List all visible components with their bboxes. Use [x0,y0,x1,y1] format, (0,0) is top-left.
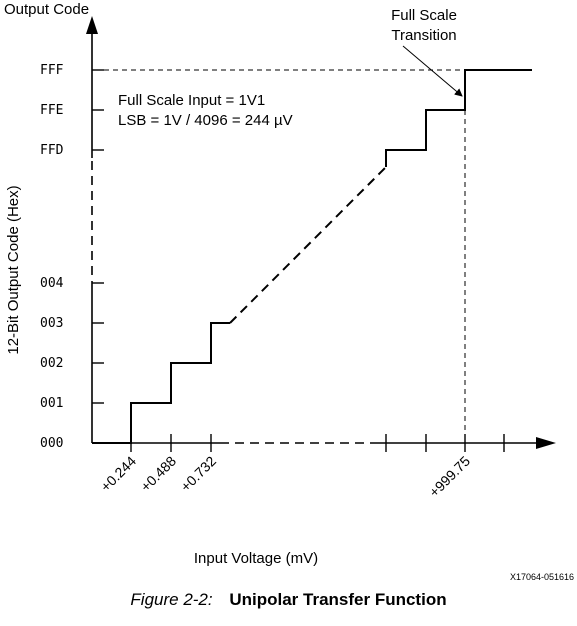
y-axis-arrow-icon [86,16,98,34]
callout-line-2: Transition [391,27,456,44]
y-code-label: 001 [40,396,63,411]
output-code-label: Output Code [4,1,89,18]
x-axis-title: Input Voltage (mV) [194,550,318,567]
y-axis-title: 12-Bit Output Code (Hex) [5,185,22,354]
y-code-label: 003 [40,316,63,331]
annotation-lsb: LSB = 1V / 4096 = 244 µV [118,112,293,129]
figure-number: Figure 2-2: [130,590,213,609]
callout-arrow-icon [402,45,463,97]
figure-caption: Figure 2-2: Unipolar Transfer Function [0,590,577,610]
callout-line-1: Full Scale [391,7,457,24]
figure-id: X17064-051616 [510,572,574,580]
y-code-label: 004 [40,276,64,291]
annotation-full-scale-input: Full Scale Input = 1V1 [118,92,265,109]
x-axis-arrow-icon [536,437,556,449]
transfer-function-diagram: FFF FFE FFD 004 003 002 001 000 Full Sca… [4,1,574,580]
full-scale-guides [104,69,466,440]
figure-title: Unipolar Transfer Function [229,590,447,609]
y-code-label: 002 [40,356,63,371]
y-tick-marks [92,69,104,404]
y-axis [86,16,98,443]
y-code-label: FFE [40,103,63,118]
x-tick-label: +0.732 [177,453,219,495]
y-code-label: FFD [40,143,64,158]
y-code-label: FFF [40,63,64,78]
x-tick-label: +0.244 [97,453,139,495]
x-tick-label: +0.488 [137,453,179,495]
y-code-label: 000 [40,436,63,451]
x-axis [92,437,556,449]
x-tick-label: +999.75 [426,453,474,501]
